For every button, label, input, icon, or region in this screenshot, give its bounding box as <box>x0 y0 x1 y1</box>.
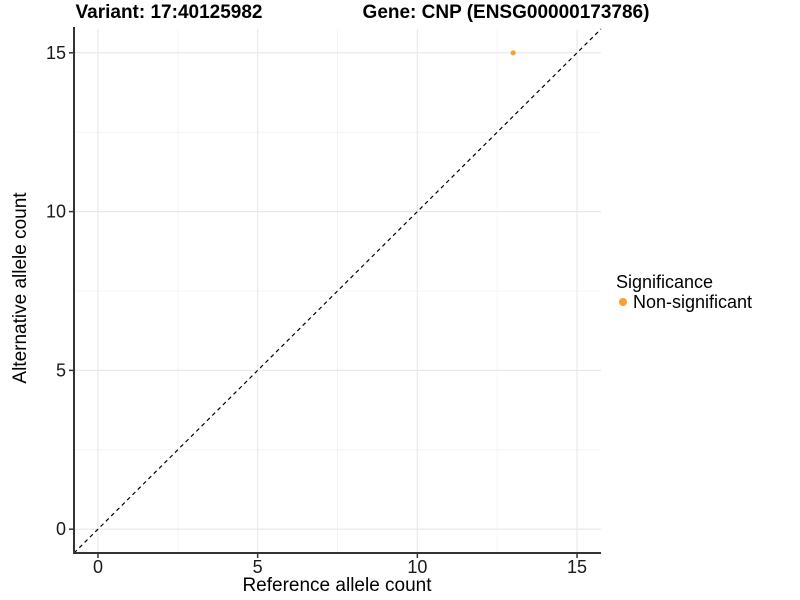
variant-title: Variant: 17:40125982 <box>75 2 263 23</box>
data-point <box>510 50 516 56</box>
x-tick-label: 15 <box>567 557 587 577</box>
legend: Significance Non-significant <box>616 272 752 312</box>
legend-item-label: Non-significant <box>633 292 753 312</box>
point-swatch-icon <box>619 298 627 306</box>
x-tick-label: 0 <box>93 557 103 577</box>
x-tick-label: 5 <box>253 557 263 577</box>
y-tick-label: 5 <box>56 360 66 380</box>
gene-title: Gene: CNP (ENSG00000173786) <box>362 2 650 23</box>
x-tick-label: 10 <box>407 557 427 577</box>
y-axis-title: Alternative allele count <box>10 192 31 384</box>
y-tick-label: 10 <box>46 202 66 222</box>
y-tick-label: 0 <box>56 519 66 539</box>
legend-item-non-significant: Non-significant <box>616 292 752 312</box>
identity-dashed-line <box>73 28 602 554</box>
legend-title: Significance <box>616 272 714 292</box>
x-axis-title: Reference allele count <box>242 575 432 596</box>
y-tick-label: 15 <box>46 43 66 63</box>
